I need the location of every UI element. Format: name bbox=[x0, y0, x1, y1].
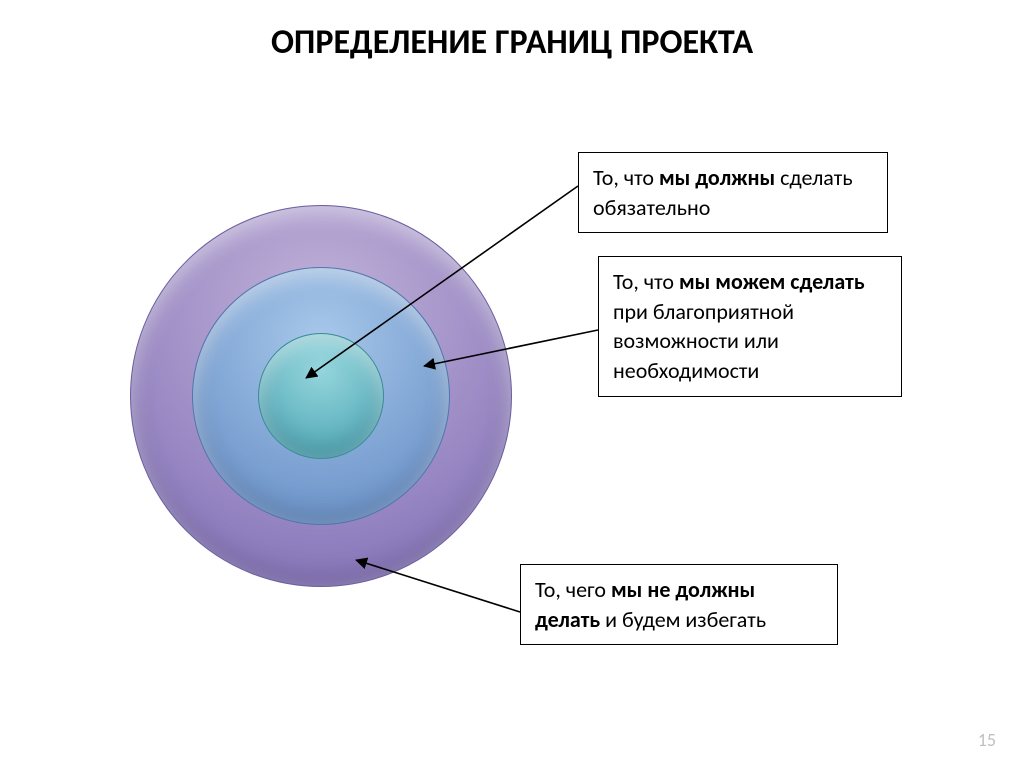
callout-text-bold: мы должны bbox=[659, 164, 775, 191]
callout-text: То, чего bbox=[535, 576, 611, 603]
callout-text-tail: и будем избегать bbox=[600, 606, 766, 633]
callout-can: То, что мы можем сделать при благоприятн… bbox=[598, 256, 902, 397]
slide-title: ОПРЕДЕЛЕНИЕ ГРАНИЦ ПРОЕКТА bbox=[0, 22, 1024, 63]
page-number: 15 bbox=[978, 729, 996, 751]
inner-circle bbox=[258, 333, 384, 459]
callout-text-tail: при благоприятной возможности или необхо… bbox=[613, 298, 794, 384]
callout-text-bold: мы можем сделать bbox=[679, 268, 865, 295]
callout-must: То, что мы должны сделать обязательно bbox=[578, 152, 888, 233]
callout-mustnot: То, чего мы не должны делать и будем изб… bbox=[520, 564, 838, 645]
callout-text: То, что bbox=[613, 268, 679, 295]
callout-text: То, что bbox=[593, 164, 659, 191]
